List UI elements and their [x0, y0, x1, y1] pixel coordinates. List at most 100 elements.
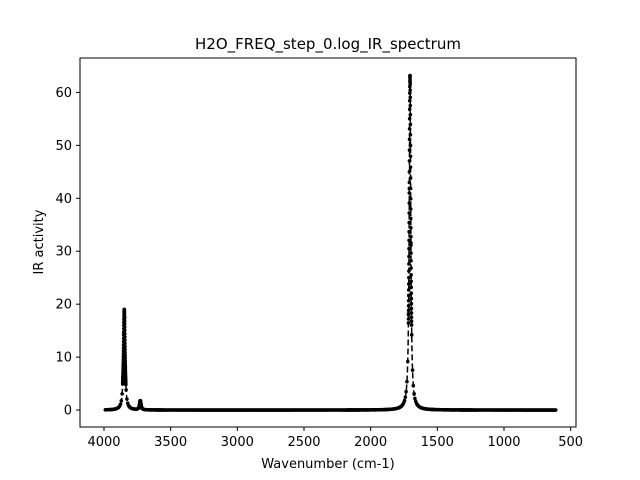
spectrum-point	[407, 238, 411, 243]
spectrum-point	[408, 165, 413, 169]
spectrum-point	[406, 298, 411, 303]
y-tick-label: 30	[55, 245, 72, 260]
spectrum-point	[407, 91, 412, 95]
spectrum-point	[402, 398, 407, 403]
spectrum-point	[407, 127, 412, 131]
spectrum-point	[407, 180, 412, 185]
plot-frame	[79, 57, 577, 428]
spectrum-point	[408, 95, 413, 100]
plot-area	[103, 73, 558, 412]
spectrum-point	[409, 315, 414, 320]
y-tick-label: 50	[55, 139, 72, 154]
spectrum-point	[125, 397, 129, 401]
spectrum-point	[407, 282, 411, 286]
spectrum-point	[407, 254, 411, 259]
spectrum-point	[409, 291, 414, 295]
y-tick-label: 60	[55, 86, 72, 101]
x-tick-label: 500	[558, 435, 583, 450]
spectrum-point	[122, 320, 126, 325]
spectrum-point	[408, 197, 413, 201]
spectrum-point	[408, 122, 413, 127]
spectrum-point	[406, 308, 411, 313]
spectrum-point	[407, 148, 412, 152]
x-tick-label: 2000	[354, 435, 387, 450]
spectrum-point	[407, 262, 411, 266]
x-tick-label: 1500	[421, 435, 454, 450]
spectrum-point	[121, 354, 126, 359]
spectrum-point	[121, 336, 126, 341]
spectrum-point	[405, 379, 409, 384]
spectrum-point	[409, 216, 413, 221]
spectrum-point	[410, 368, 415, 372]
spectrum-point	[409, 323, 414, 327]
spectrum-point	[120, 392, 124, 396]
spectrum-point	[407, 275, 411, 280]
spectrum-point	[408, 84, 412, 89]
spectrum-point	[408, 112, 413, 117]
spectrum-point	[413, 396, 417, 401]
spectrum-point	[409, 251, 413, 255]
spectrum-point	[407, 169, 412, 174]
spectrum-point	[121, 357, 126, 361]
spectrum-point	[122, 317, 126, 322]
x-tick-label: 2500	[287, 435, 320, 450]
spectrum-point	[404, 389, 408, 394]
spectrum-point	[412, 392, 416, 396]
spectrum-point	[121, 351, 126, 356]
spectrum-point	[406, 317, 411, 321]
spectrum-point	[408, 76, 412, 80]
spectrum-point	[411, 383, 416, 388]
spectrum-point	[408, 176, 413, 180]
spectrum-point	[405, 359, 410, 364]
spectrum-point	[407, 211, 412, 215]
spectrum-point	[409, 285, 414, 290]
spectrum-point	[122, 315, 126, 319]
spectrum-point	[409, 266, 413, 270]
x-tick-label: 3500	[154, 435, 187, 450]
spectrum-point	[407, 269, 411, 273]
spectrum-point	[121, 333, 126, 337]
spectrum-point	[121, 339, 126, 344]
spectrum-point	[121, 342, 126, 347]
spectrum-point	[124, 388, 128, 392]
spectrum-point	[407, 229, 411, 234]
spectrum-point	[406, 321, 411, 325]
spectrum-point	[409, 306, 414, 311]
x-axis-label: Wavenumber (cm-1)	[261, 457, 394, 472]
y-tick-label: 20	[55, 298, 72, 313]
spectrum-point	[408, 88, 413, 92]
spectrum-point	[553, 408, 558, 412]
spectrum-point	[409, 259, 413, 263]
x-tick-label: 3000	[221, 435, 254, 450]
y-tick-label: 40	[55, 192, 72, 207]
chart-title: H2O_FREQ_step_0.log_IR_spectrum	[195, 35, 461, 54]
spectrum-point	[121, 330, 126, 334]
spectrum-point	[409, 279, 413, 284]
y-axis-label: IR activity	[32, 209, 47, 274]
x-axis: 4000 3500 3000 2500 2000 1500 1000 500	[87, 427, 583, 450]
spectrum-point	[121, 346, 126, 350]
spectrum-point	[409, 234, 413, 239]
spectrum-point	[407, 107, 412, 112]
spectrum-point	[408, 186, 413, 191]
spectrum-point	[407, 137, 412, 142]
spectrum-point	[407, 220, 411, 225]
spectrum-point	[406, 293, 411, 298]
spectrum-point	[408, 154, 413, 159]
spectrum-point	[407, 201, 412, 205]
spectrum-point	[403, 395, 408, 399]
spectrum-point	[409, 243, 413, 247]
spectrum-point	[136, 405, 141, 410]
spectrum-point	[409, 273, 413, 277]
spectrum-point	[408, 133, 413, 137]
spectrum-point	[406, 303, 411, 308]
spectrum-point	[409, 296, 414, 301]
spectrum-point	[407, 117, 412, 121]
spectrum-point	[119, 398, 124, 403]
y-tick-label: 0	[64, 404, 72, 419]
spectrum-point	[409, 311, 414, 315]
spectrum-point	[406, 288, 411, 292]
spectrum-point	[121, 349, 126, 353]
spectrum-point	[409, 301, 414, 306]
